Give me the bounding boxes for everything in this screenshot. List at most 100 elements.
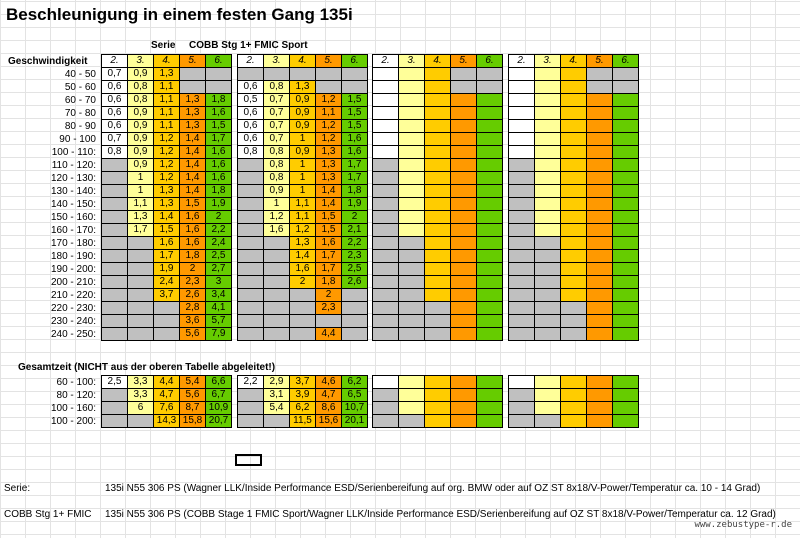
gesamt-empty1-cell[interactable] [424, 388, 451, 402]
cobb-cell[interactable]: 1,7 [315, 262, 342, 276]
serie-cell[interactable] [153, 301, 180, 315]
cobb-cell[interactable]: 1,8 [315, 275, 342, 289]
cobb-cell[interactable]: 1,3 [289, 236, 316, 250]
gesamt-empty1-cell[interactable] [476, 414, 503, 428]
empty1-cell[interactable] [450, 119, 477, 133]
empty2-cell[interactable] [612, 106, 639, 120]
serie-cell[interactable] [101, 314, 128, 328]
serie-cell[interactable]: 1,3 [179, 93, 206, 107]
serie-gear-header[interactable]: 3. [127, 54, 154, 68]
empty1-cell[interactable] [372, 301, 399, 315]
empty2-cell[interactable] [612, 288, 639, 302]
empty1-cell[interactable] [476, 236, 503, 250]
serie-gear-header[interactable]: 6. [205, 54, 232, 68]
cobb-cell[interactable]: 0,9 [263, 184, 290, 198]
empty1-cell[interactable] [424, 262, 451, 276]
gesamt-cobb-cell[interactable] [237, 401, 264, 415]
cobb-cell[interactable]: 1,3 [315, 145, 342, 159]
gesamt-empty1-cell[interactable] [398, 401, 425, 415]
empty2-cell[interactable] [586, 93, 613, 107]
empty1-cell[interactable] [372, 67, 399, 81]
gesamt-serie-cell[interactable]: 6 [127, 401, 154, 415]
cobb-cell[interactable] [263, 67, 290, 81]
cobb-cell[interactable]: 1,5 [341, 106, 368, 120]
empty1-cell[interactable] [476, 67, 503, 81]
empty1-cell[interactable] [424, 171, 451, 185]
empty1-cell[interactable] [450, 262, 477, 276]
cobb-cell[interactable]: 2 [341, 210, 368, 224]
serie-cell[interactable]: 2,7 [205, 262, 232, 276]
cobb-cell[interactable] [263, 249, 290, 263]
empty1-cell[interactable] [398, 197, 425, 211]
gesamt-empty1-cell[interactable] [424, 401, 451, 415]
serie-cell[interactable]: 4,1 [205, 301, 232, 315]
empty2-cell[interactable] [534, 262, 561, 276]
empty1-gear-header[interactable]: 6. [476, 54, 503, 68]
empty2-cell[interactable] [612, 80, 639, 94]
serie-cell[interactable]: 1,9 [153, 262, 180, 276]
gesamt-empty1-cell[interactable] [476, 388, 503, 402]
serie-cell[interactable]: 1,5 [153, 223, 180, 237]
serie-cell[interactable]: 2 [205, 210, 232, 224]
serie-cell[interactable] [101, 275, 128, 289]
empty1-cell[interactable] [398, 210, 425, 224]
gesamt-cobb-cell[interactable] [237, 388, 264, 402]
gesamt-empty2-cell[interactable] [508, 401, 535, 415]
gesamt-empty1-cell[interactable] [424, 375, 451, 389]
empty2-cell[interactable] [508, 288, 535, 302]
empty1-cell[interactable] [398, 249, 425, 263]
cobb-cell[interactable]: 2,6 [341, 275, 368, 289]
gesamt-empty2-cell[interactable] [586, 401, 613, 415]
empty1-cell[interactable] [398, 223, 425, 237]
empty1-cell[interactable] [372, 184, 399, 198]
gesamt-empty1-cell[interactable] [450, 401, 477, 415]
serie-cell[interactable]: 1,3 [179, 106, 206, 120]
cobb-cell[interactable]: 1 [289, 184, 316, 198]
empty1-cell[interactable] [398, 80, 425, 94]
empty1-cell[interactable] [398, 67, 425, 81]
empty1-gear-header[interactable]: 4. [424, 54, 451, 68]
cobb-cell[interactable] [263, 236, 290, 250]
empty2-cell[interactable] [534, 223, 561, 237]
serie-cell[interactable]: 2,2 [205, 223, 232, 237]
empty1-cell[interactable] [398, 327, 425, 341]
empty1-gear-header[interactable]: 2. [372, 54, 399, 68]
serie-cell[interactable]: 1,1 [127, 197, 154, 211]
serie-cell[interactable]: 3 [205, 275, 232, 289]
empty1-cell[interactable] [450, 236, 477, 250]
serie-cell[interactable] [205, 67, 232, 81]
empty2-cell[interactable] [586, 119, 613, 133]
gesamt-empty2-cell[interactable] [508, 414, 535, 428]
empty1-cell[interactable] [450, 67, 477, 81]
gesamt-empty1-cell[interactable] [372, 401, 399, 415]
cobb-cell[interactable]: 1 [289, 132, 316, 146]
serie-cell[interactable]: 0,9 [127, 132, 154, 146]
empty2-cell[interactable] [534, 119, 561, 133]
empty1-cell[interactable] [372, 132, 399, 146]
serie-cell[interactable] [101, 262, 128, 276]
empty2-cell[interactable] [586, 262, 613, 276]
serie-cell[interactable]: 5,6 [179, 327, 206, 341]
empty1-cell[interactable] [424, 327, 451, 341]
serie-cell[interactable]: 0,7 [101, 132, 128, 146]
empty1-cell[interactable] [372, 288, 399, 302]
serie-cell[interactable]: 1 [127, 171, 154, 185]
empty1-cell[interactable] [476, 301, 503, 315]
empty1-cell[interactable] [476, 145, 503, 159]
empty1-cell[interactable] [424, 158, 451, 172]
serie-cell[interactable]: 0,7 [101, 67, 128, 81]
empty1-cell[interactable] [450, 197, 477, 211]
empty2-cell[interactable] [560, 236, 587, 250]
empty2-cell[interactable] [612, 197, 639, 211]
cobb-gear-header[interactable]: 5. [315, 54, 342, 68]
empty2-cell[interactable] [586, 106, 613, 120]
gesamt-serie-cell[interactable]: 4,4 [153, 375, 180, 389]
gesamt-serie-cell[interactable]: 7,6 [153, 401, 180, 415]
empty1-cell[interactable] [398, 236, 425, 250]
gesamt-cobb-cell[interactable]: 8,6 [315, 401, 342, 415]
empty1-cell[interactable] [398, 158, 425, 172]
serie-cell[interactable]: 1,7 [153, 249, 180, 263]
empty2-cell[interactable] [534, 132, 561, 146]
cobb-cell[interactable] [315, 80, 342, 94]
cobb-cell[interactable]: 2,5 [341, 262, 368, 276]
